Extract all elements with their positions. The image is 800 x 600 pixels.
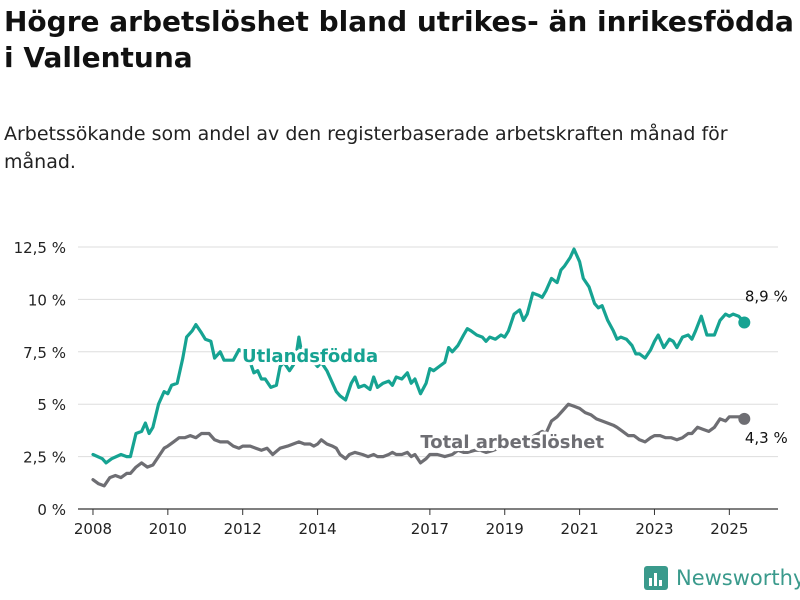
series-annotation-halo: Utlandsfödda [242, 346, 378, 367]
end-value-label-1: 4,3 % [745, 429, 788, 447]
x-tick-label: 2025 [710, 520, 748, 538]
series-end-point-1 [738, 412, 751, 425]
x-tick-label: 2021 [561, 520, 599, 538]
chart-subtitle: Arbetssökande som andel av den registerb… [4, 123, 728, 173]
series [91, 247, 751, 488]
x-tick-label: 2023 [635, 520, 673, 538]
brand-name: Newsworthy [676, 566, 800, 590]
x-tick-label: 2014 [298, 520, 336, 538]
x-tick-label: 2010 [149, 520, 187, 538]
end-value-label-0: 8,9 % [745, 287, 788, 305]
y-tick-label: 12,5 % [14, 239, 66, 257]
labels: 8,9 %4,3 %UtlandsföddaUtlandsföddaTotal … [239, 287, 788, 455]
x-tick-label: 2008 [74, 520, 112, 538]
chart-title: Högre arbetslöshet bland utrikes- än inr… [4, 5, 794, 74]
brand-logo: Newsworthy [644, 566, 800, 590]
y-tick-label: 7,5 % [23, 344, 66, 362]
series-annotation: Total arbetslöshet [420, 432, 604, 453]
series-line-0 [91, 247, 746, 465]
x-tick-label: 2019 [486, 520, 524, 538]
series-line-1 [91, 402, 746, 488]
series-end-point-0 [738, 316, 751, 329]
axes: 0 % 2,5 % 5 % 7,5 % 10 % 12,5 % 2008 2010 2012 20… [14, 239, 778, 538]
series-annotation-halo: Total arbetslöshet [420, 432, 604, 453]
x-tick-label: 2017 [411, 520, 449, 538]
y-tick-label: 2,5 % [23, 449, 66, 467]
y-tick-label: 5 % [37, 396, 66, 414]
series-annotation: Utlandsfödda [242, 346, 378, 367]
bar-chart-logo-icon [644, 566, 668, 590]
y-tick-label: 10 % [28, 291, 66, 309]
y-tick-label: 0 % [37, 501, 66, 519]
x-tick-label: 2012 [224, 520, 262, 538]
